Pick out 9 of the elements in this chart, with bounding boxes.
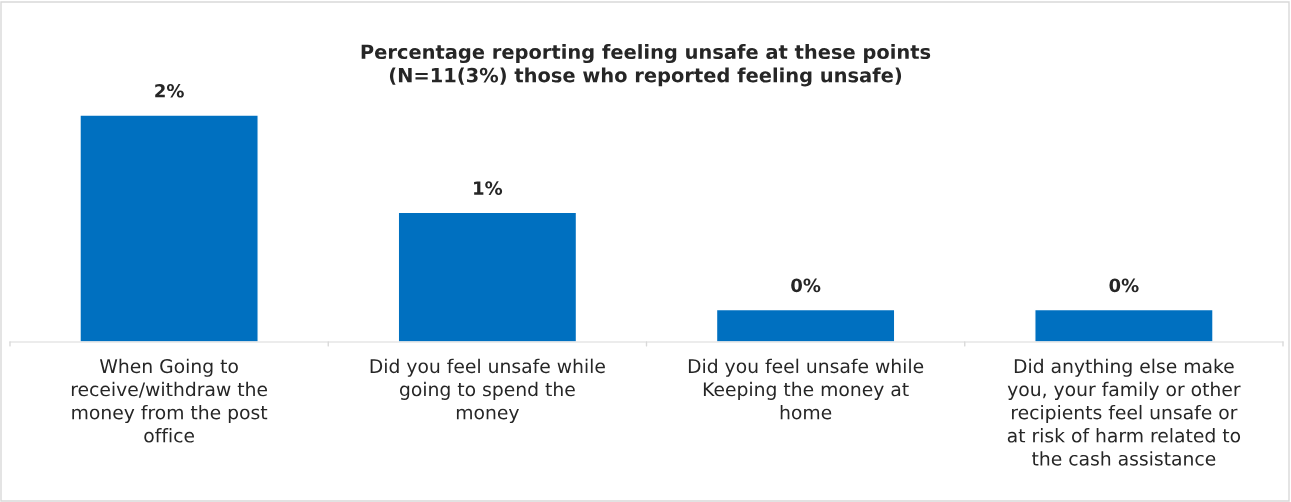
- x-tick-label: When Going to receive/withdraw the money from the post office: [71, 358, 268, 443]
- chart-title: Percentage reporting feeling unsafe at these points (N=11(3%) those who reported feeling unsafe): [361, 44, 931, 87]
- x-tick-label: Did you feel unsafe while Keeping the money at home: [688, 358, 924, 420]
- x-tick-label: Did you feel unsafe while going to spend the money: [370, 358, 605, 424]
- data-label: 0%: [791, 278, 821, 293]
- data-label: 0%: [1109, 278, 1139, 293]
- data-label: 2%: [155, 83, 184, 98]
- x-tick-label: Did anything else make you, your family or other recipients feel unsafe or at risk of harm related to the cash assistance: [1007, 358, 1241, 466]
- data-label: 1%: [474, 181, 503, 195]
